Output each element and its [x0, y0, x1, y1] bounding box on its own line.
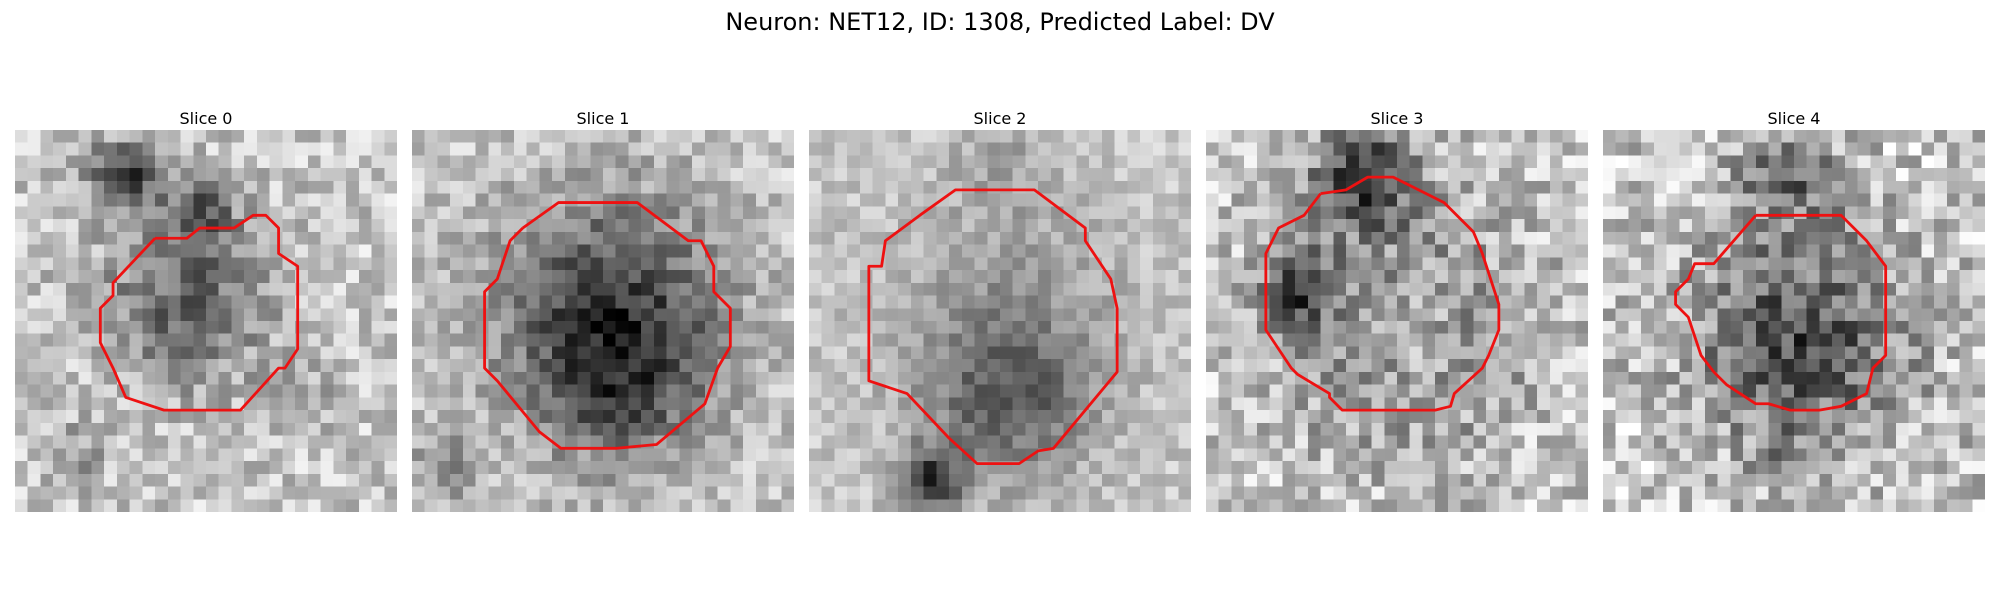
cell-contour — [867, 188, 1119, 466]
slice-image — [1603, 130, 1985, 512]
slice-image — [412, 130, 794, 512]
slice-image — [15, 130, 397, 512]
slice-title: Slice 2 — [973, 109, 1027, 128]
slice-panel-0: Slice 0 — [15, 108, 397, 512]
slice-title: Slice 1 — [576, 109, 630, 128]
slice-image — [809, 130, 1191, 512]
cell-contour — [98, 213, 300, 412]
slice-title: Slice 3 — [1370, 109, 1424, 128]
slice-panel-4: Slice 4 — [1603, 108, 1985, 512]
slice-panel-3: Slice 3 — [1206, 108, 1588, 512]
slice-title: Slice 0 — [179, 109, 233, 128]
cell-contour — [483, 201, 732, 450]
slice-panel-1: Slice 1 — [412, 108, 794, 512]
slice-title: Slice 4 — [1767, 109, 1821, 128]
slice-image — [1206, 130, 1588, 512]
cell-contour — [1674, 213, 1888, 412]
cell-contour — [1264, 175, 1501, 412]
slice-panel-2: Slice 2 — [809, 108, 1191, 512]
figure-title: Neuron: NET12, ID: 1308, Predicted Label… — [725, 8, 1275, 36]
